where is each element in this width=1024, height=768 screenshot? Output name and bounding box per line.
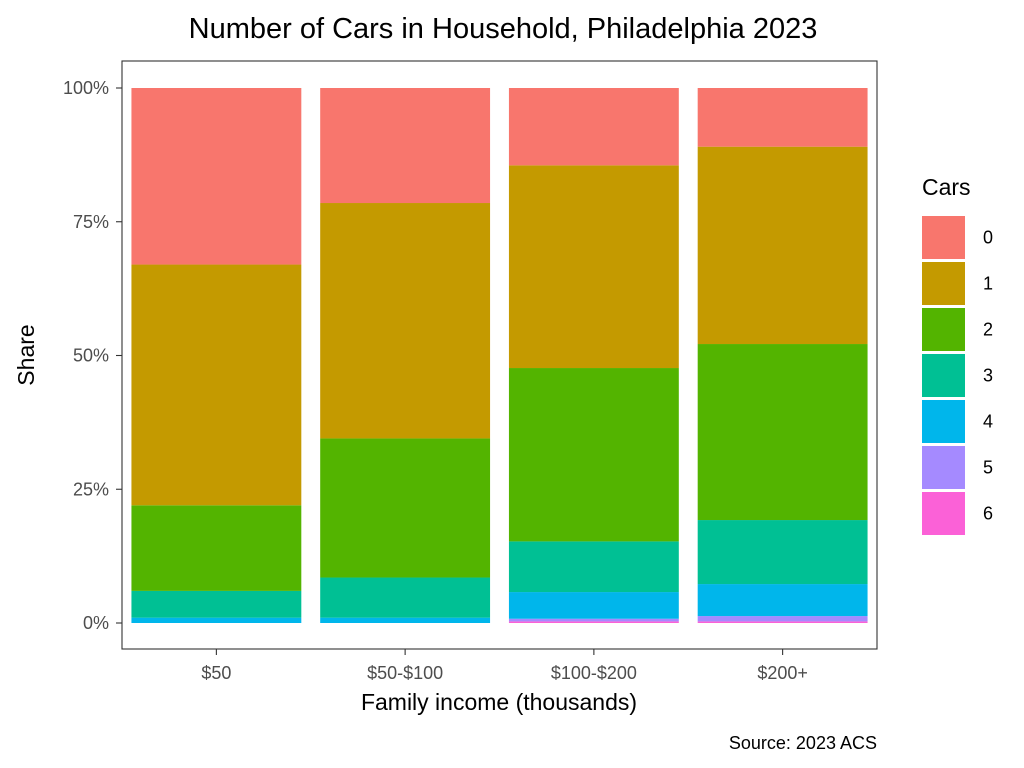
bar-segment-cars-3-0 [131, 590, 302, 618]
bar-segment-cars-3-3 [697, 520, 868, 585]
x-tick-label: $50-$100 [367, 663, 443, 683]
bar-segment-cars-6-2 [508, 621, 679, 623]
bar-segment-cars-4-0 [131, 617, 302, 623]
bar-segment-cars-0-1 [320, 88, 491, 204]
legend-title: Cars [922, 174, 971, 200]
bar-segment-cars-0-3 [697, 88, 868, 147]
legend-key-cars-4 [922, 400, 965, 443]
legend-key-cars-0 [922, 216, 965, 259]
y-tick-label: 0% [83, 613, 109, 633]
bar-segment-cars-1-1 [320, 203, 491, 439]
x-tick-label: $100-$200 [551, 663, 637, 683]
legend-label: 5 [983, 458, 993, 478]
legend-label: 6 [983, 504, 993, 524]
x-tick-label: $200+ [757, 663, 808, 683]
bar-segment-cars-2-3 [697, 344, 868, 521]
legend-key-cars-5 [922, 446, 965, 489]
x-axis: $50 $50-$100 $100-$200 $200+ [201, 649, 808, 683]
y-tick-label: 50% [73, 346, 109, 366]
y-axis-title: Share [13, 324, 39, 385]
legend-label: 0 [983, 228, 993, 248]
y-tick-label: 75% [73, 212, 109, 232]
bar-segment-cars-3-1 [320, 577, 491, 618]
legend-key-cars-1 [922, 262, 965, 305]
legend-label: 2 [983, 320, 993, 340]
bar-segment-cars-2-0 [131, 505, 302, 591]
bar-segment-cars-4-3 [697, 584, 868, 617]
legend-label: 1 [983, 274, 993, 294]
bar-segment-cars-2-2 [508, 368, 679, 542]
legend-key-cars-2 [922, 308, 965, 351]
bar-segment-cars-4-1 [320, 617, 491, 623]
bar-segment-cars-6-3 [697, 621, 868, 623]
bar-segment-cars-0-2 [508, 88, 679, 166]
bar-segment-cars-0-0 [131, 88, 302, 265]
bar-segment-cars-5-3 [697, 616, 868, 622]
y-tick-label: 100% [63, 78, 109, 98]
x-axis-title: Family income (thousands) [361, 689, 637, 715]
bar-segment-cars-1-0 [131, 264, 302, 506]
legend-label: 3 [983, 366, 993, 386]
chart-title: Number of Cars in Household, Philadelphi… [189, 13, 818, 45]
legend-key-cars-6 [922, 492, 965, 535]
bar-segment-cars-4-2 [508, 592, 679, 619]
y-tick-label: 25% [73, 479, 109, 499]
bar-segment-cars-1-2 [508, 165, 679, 369]
bar-segment-cars-3-2 [508, 541, 679, 593]
bar-segment-cars-1-3 [697, 146, 868, 345]
legend-key-cars-3 [922, 354, 965, 397]
legend: Cars 0 1 2 3 4 5 6 [922, 174, 993, 535]
bar-segment-cars-2-1 [320, 438, 491, 578]
y-axis: 0% 25% 50% 75% 100% [63, 78, 122, 633]
x-tick-label: $50 [201, 663, 231, 683]
legend-label: 4 [983, 412, 993, 432]
plot-area [131, 88, 868, 623]
bar-segment-cars-5-2 [508, 618, 679, 622]
caption: Source: 2023 ACS [729, 733, 877, 753]
